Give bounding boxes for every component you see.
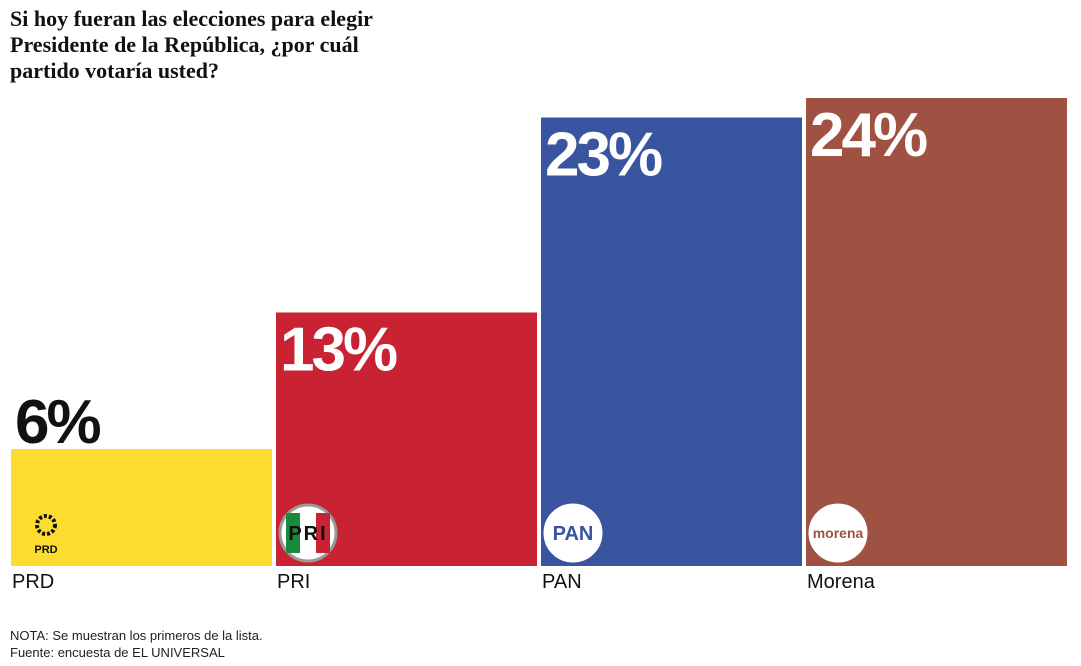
note: NOTA: Se muestran los primeros de la lis… [10,628,263,643]
bar [541,117,802,566]
bar [806,98,1067,566]
logo-stripe [286,513,300,553]
value-label: 6% [15,388,100,457]
x-tick-label: PAN [542,571,582,593]
logo-sun [35,514,57,536]
logo-text: PRD [34,544,57,556]
logo [543,503,603,563]
value-label: 24% [810,101,927,170]
logo-stripe [316,513,330,553]
bar [11,449,272,566]
value-label: 23% [545,121,662,190]
logo-text: PAN [553,523,594,545]
x-tick-label: PRI [277,571,310,593]
x-tick-label: PRD [12,571,54,593]
x-tick-label: Morena [807,571,876,593]
chart-title: Si hoy fueran las elecciones para elegir… [10,6,373,83]
note: Fuente: encuesta de EL UNIVERSAL [10,645,225,660]
logo-text: PRI [288,523,327,545]
value-label: 13% [280,316,397,385]
logo [808,503,868,563]
logo-text: morena [813,525,864,541]
